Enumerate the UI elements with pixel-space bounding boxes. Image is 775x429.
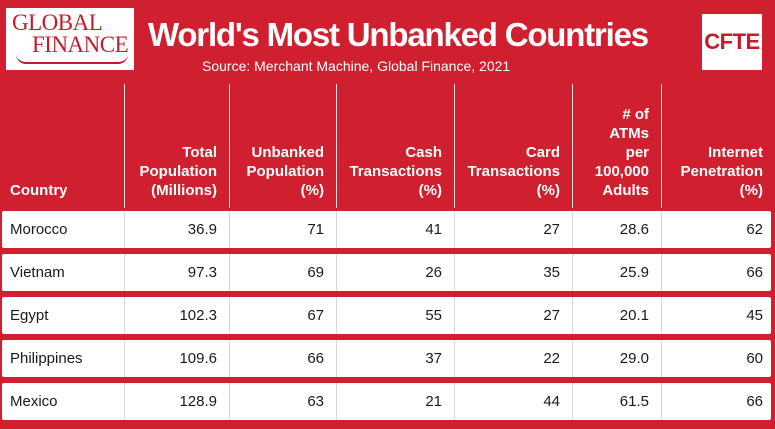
value-cell: 25.9 [572,254,661,291]
table-row: Egypt 102.3 67 55 27 20.1 45 [2,297,771,334]
logo-swoosh [16,54,128,64]
value-cell: 71 [229,211,336,248]
page-title: World's Most Unbanked Countries [148,16,649,53]
value-cell: 22 [454,340,572,377]
country-cell: Vietnam [10,264,65,281]
value-cell: 63 [229,383,336,420]
column-header: Cash Transactions (%) [336,84,454,208]
value-cell: 69 [229,254,336,291]
global-finance-logo: GLOBAL FINANCE [6,8,134,70]
source-note: Source: Merchant Machine, Global Finance… [202,58,511,74]
value-cell: 27 [454,211,572,248]
value-cell: 66 [229,340,336,377]
value-cell: 67 [229,297,336,334]
value-cell: 66 [661,383,775,420]
value-cell: 102.3 [124,297,229,334]
column-header: Card Transactions (%) [454,84,572,208]
value-cell: 37 [336,340,454,377]
value-cell: 97.3 [124,254,229,291]
value-cell: 66 [661,254,775,291]
value-cell: 27 [454,297,572,334]
column-header: Total Population (Millions) [124,84,229,208]
column-header: Country [10,182,68,199]
value-cell: 41 [336,211,454,248]
table-row: Morocco 36.9 71 41 27 28.6 62 [2,211,771,248]
value-cell: 29.0 [572,340,661,377]
value-cell: 28.6 [572,211,661,248]
value-cell: 55 [336,297,454,334]
cfte-logo-text: CFTE [704,29,760,54]
country-cell: Philippines [10,350,83,367]
table-header: Country Total Population (Millions) Unbank… [0,84,775,208]
country-cell: Mexico [10,393,58,410]
value-cell: 45 [661,297,775,334]
logo-line-1: GLOBAL [12,10,103,35]
value-cell: 26 [336,254,454,291]
value-cell: 20.1 [572,297,661,334]
value-cell: 109.6 [124,340,229,377]
value-cell: 44 [454,383,572,420]
logo-line-2: FINANCE [32,32,129,57]
value-cell: 60 [661,340,775,377]
column-header: Unbanked Population (%) [229,84,336,208]
value-cell: 128.9 [124,383,229,420]
table-row: Mexico 128.9 63 21 44 61.5 66 [2,383,771,420]
table-row: Philippines 109.6 66 37 22 29.0 60 [2,340,771,377]
country-cell: Egypt [10,307,49,324]
cfte-logo: CFTE [702,14,762,70]
column-header: Internet Penetration (%) [661,84,775,208]
value-cell: 62 [661,211,775,248]
value-cell: 36.9 [124,211,229,248]
country-cell: Morocco [10,221,68,238]
value-cell: 61.5 [572,383,661,420]
value-cell: 21 [336,383,454,420]
value-cell: 35 [454,254,572,291]
table-row: Vietnam 97.3 69 26 35 25.9 66 [2,254,771,291]
column-header: # of ATMs per 100,000 Adults [572,84,661,208]
